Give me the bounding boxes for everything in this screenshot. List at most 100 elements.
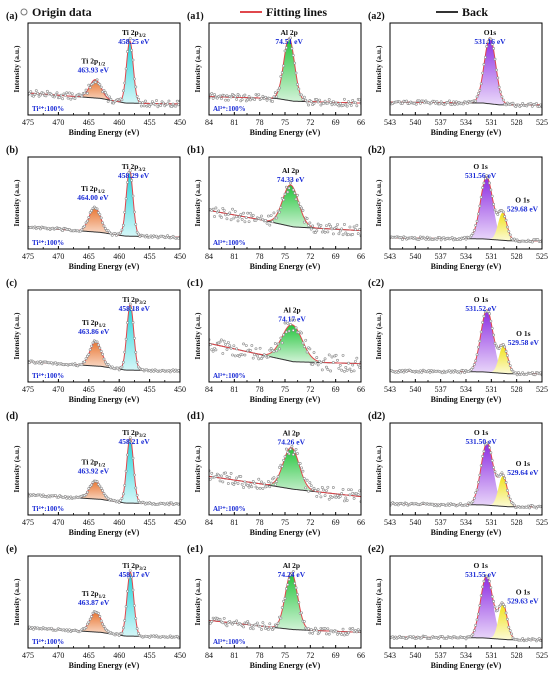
data-point-a1 [309,100,313,104]
xtick-label-c1-3: 75 [281,385,289,394]
data-point-b2 [503,215,507,218]
data-point-e1 [269,626,273,630]
data-point-c [121,360,125,364]
data-point-a2 [450,103,454,106]
data-point-a1 [264,95,268,99]
data-point-a [159,104,163,107]
data-point-a [91,82,95,86]
data-point-d [102,492,106,495]
data-point-b2 [471,232,475,235]
data-point-a [135,94,139,98]
data-point-b [101,221,105,225]
data-point-d2 [499,473,502,476]
data-point-e [30,626,34,629]
data-point-b2 [477,212,480,216]
data-point-d1 [269,481,273,485]
data-point-b2 [530,240,534,244]
peak-value-b-0: 464.00 eV [77,193,109,202]
data-point-d1 [261,486,265,490]
data-point-b1 [293,191,297,195]
data-point-e1 [315,628,319,632]
peak-name-a-1: Ti 2p3/2 [122,28,146,39]
plot-area-b2 [390,174,542,244]
data-point-a1 [284,46,288,50]
data-point-c1 [305,350,309,354]
data-point-a [127,38,131,42]
panel-e: 475 470 465 460 455 450 Binding Energy (eV) Int… [6,544,186,670]
data-point-e1 [250,624,254,628]
data-point-e [134,617,138,620]
data-point-b1 [272,211,276,215]
panel-b1: 84 81 78 75 72 69 66 Binding Energy (eV) Intensi… [187,145,365,271]
xtick-label-b1-5: 69 [332,252,340,261]
data-point-c [95,340,99,344]
data-point-d1 [283,455,287,459]
data-point-a2 [434,101,438,105]
data-point-d1 [291,453,295,456]
data-point-b [166,234,169,238]
data-point-b1 [268,223,272,227]
data-point-c1 [336,358,339,362]
peak-name-d-1: Ti 2p3/2 [122,428,146,439]
data-point-a [138,101,142,104]
data-point-b [128,169,132,173]
data-point-c1 [308,347,312,351]
xtick-label-b-0: 475 [22,252,34,261]
data-point-c1 [319,361,323,365]
data-point-a2 [448,99,451,103]
data-point-a [166,102,169,106]
data-point-a1 [354,101,357,105]
xtick-label-e2-4: 531 [485,651,497,660]
data-point-b [95,207,99,211]
data-point-c [90,344,93,348]
data-point-b2 [417,238,421,241]
data-point-b [90,209,93,213]
xtick-label-e1-3: 75 [281,651,289,660]
xtick-label-c2-2: 537 [435,385,447,394]
peak-subscript-e-1: 3/2 [139,566,146,572]
data-point-a [141,101,145,105]
data-point-d1 [224,471,227,475]
data-point-b1 [244,216,248,220]
state-badge-b: Ti⁴⁺:100% [32,239,64,247]
data-point-a2 [423,101,426,105]
data-point-c1 [225,348,229,351]
data-point-c1 [235,347,239,351]
data-point-b2 [403,235,407,239]
data-point-c1 [289,323,292,326]
peak-name-b1-0: Al 2p [282,166,299,175]
data-point-d2 [492,466,496,469]
data-point-e1 [327,632,331,636]
plot-area-e1 [209,570,361,637]
data-point-a1 [318,98,321,102]
peak-fill-b2-1 [390,212,542,241]
data-point-d [123,483,127,487]
data-point-c [83,360,87,364]
data-point-e [123,619,127,622]
panel-a1: 84 81 78 75 72 69 66 Binding Energy (eV) Intensi… [187,11,365,137]
peak-subscript-b-1: 3/2 [138,167,145,173]
data-point-e1 [275,624,279,628]
data-point-d1 [301,469,305,473]
data-point-c2 [501,343,505,346]
data-point-b2 [425,235,429,239]
data-point-b [110,233,114,237]
data-point-d1 [336,494,339,497]
xtick-label-e2-6: 525 [536,651,548,660]
panel-c2: 543 540 537 534 531 528 525 Binding Energy (eV)… [368,278,548,404]
panel-c1: 84 81 78 75 72 69 66 Binding Energy (eV) Intensi… [187,278,365,404]
data-point-b1 [236,219,240,223]
data-point-c2 [494,344,498,348]
data-point-d1 [233,480,237,484]
data-point-d1 [320,486,324,489]
data-point-d [135,493,139,497]
data-point-b1 [283,192,287,196]
xtick-label-b-5: 450 [174,252,186,261]
data-point-c1 [313,361,317,365]
data-point-e [88,617,92,621]
data-point-b2 [478,204,482,208]
peak-value-c1-0: 74.17 eV [278,315,306,324]
data-point-d1 [293,450,297,454]
data-point-a2 [452,100,455,104]
data-point-c1 [284,330,288,334]
